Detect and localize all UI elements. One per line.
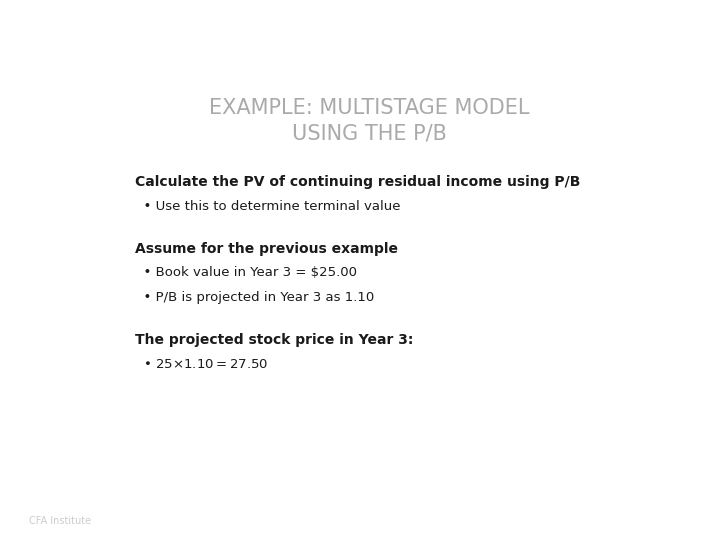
- Text: The projected stock price in Year 3:: The projected stock price in Year 3:: [135, 333, 413, 347]
- Text: • $25 × 1.10 = $27.50: • $25 × 1.10 = $27.50: [135, 358, 268, 371]
- Text: Calculate the PV of continuing residual income using P/B: Calculate the PV of continuing residual …: [135, 175, 580, 189]
- Text: CFA Institute: CFA Institute: [29, 516, 91, 525]
- Text: EXAMPLE: MULTISTAGE MODEL
USING THE P/B: EXAMPLE: MULTISTAGE MODEL USING THE P/B: [209, 98, 529, 144]
- Text: • P/B is projected in Year 3 as 1.10: • P/B is projected in Year 3 as 1.10: [135, 292, 374, 305]
- Text: Assume for the previous example: Assume for the previous example: [135, 241, 397, 255]
- Text: • Use this to determine terminal value: • Use this to determine terminal value: [135, 200, 400, 213]
- Text: • Book value in Year 3 = $25.00: • Book value in Year 3 = $25.00: [135, 266, 356, 280]
